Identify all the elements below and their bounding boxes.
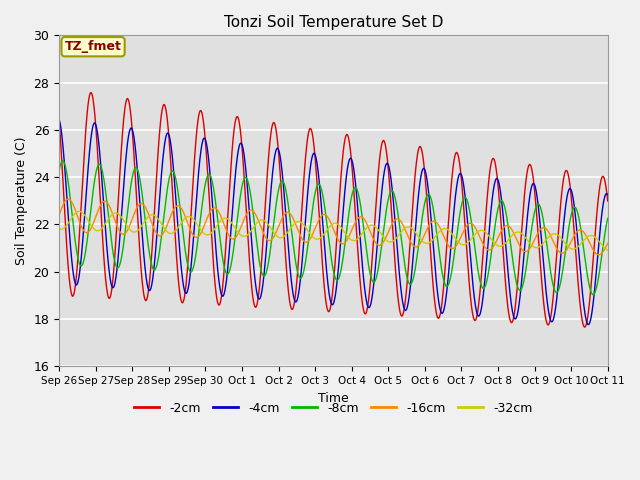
- X-axis label: Time: Time: [318, 392, 349, 405]
- Legend: -2cm, -4cm, -8cm, -16cm, -32cm: -2cm, -4cm, -8cm, -16cm, -32cm: [129, 396, 538, 420]
- Title: Tonzi Soil Temperature Set D: Tonzi Soil Temperature Set D: [224, 15, 443, 30]
- Y-axis label: Soil Temperature (C): Soil Temperature (C): [15, 137, 28, 265]
- Text: TZ_fmet: TZ_fmet: [65, 40, 122, 53]
